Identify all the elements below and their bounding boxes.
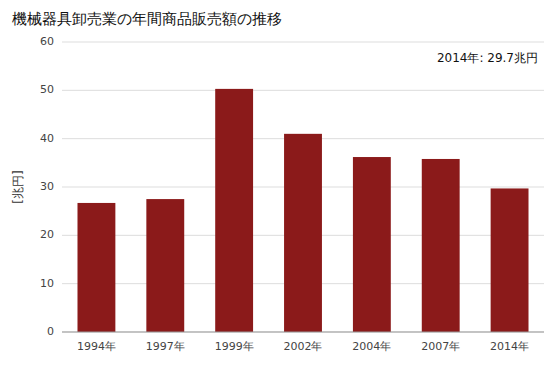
y-axis: 0 10 20 30 40 50 60 <box>40 35 54 338</box>
bar <box>284 134 322 332</box>
x-axis: 1994年 1997年 1999年 2002年 2004年 2007年 2014年 <box>77 340 529 353</box>
x-axis-line <box>62 332 544 333</box>
y-axis-label: [兆円] <box>11 170 25 203</box>
grid-line <box>62 90 544 91</box>
bar <box>215 89 253 332</box>
bar <box>422 159 460 332</box>
bars <box>77 89 528 332</box>
x-tick-label: 2007年 <box>421 340 460 353</box>
x-tick-label: 1994年 <box>77 340 116 353</box>
x-tick-label: 2004年 <box>352 340 391 353</box>
y-tick-label: 60 <box>40 35 54 48</box>
bar <box>353 157 391 332</box>
annotation: 2014年: 29.7兆円 <box>437 51 538 65</box>
bar <box>146 199 184 332</box>
y-tick-label: 40 <box>40 132 54 145</box>
grid-line <box>62 42 544 43</box>
y-tick-label: 10 <box>40 277 54 290</box>
y-tick-label: 0 <box>47 325 54 338</box>
y-tick-label: 20 <box>40 228 54 241</box>
y-tick-label: 50 <box>40 83 54 96</box>
title: 機械器具卸売業の年間商品販売額の推移 <box>12 10 282 28</box>
x-tick-label: 1997年 <box>146 340 185 353</box>
y-tick-label: 30 <box>40 180 54 193</box>
chart: 0 10 20 30 40 50 60 [兆円] 1994年 1997年 1999年 2002年 200… <box>0 0 560 366</box>
x-tick-label: 2014年 <box>490 340 529 353</box>
bar <box>491 188 529 332</box>
x-tick-label: 1999年 <box>215 340 254 353</box>
grid <box>62 42 544 332</box>
grid-line <box>62 332 544 333</box>
x-tick-label: 2002年 <box>284 340 323 353</box>
bar <box>77 203 115 332</box>
